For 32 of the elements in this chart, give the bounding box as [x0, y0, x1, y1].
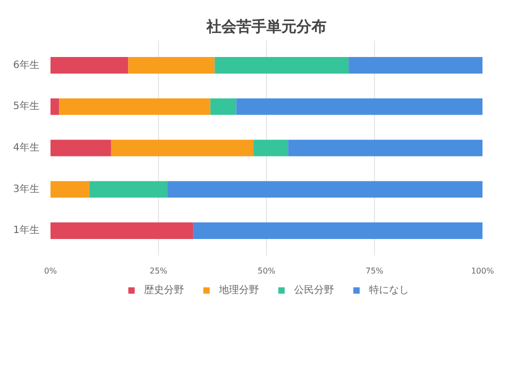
- bar: [288, 140, 482, 156]
- x-tick-label: 100%: [471, 266, 494, 276]
- x-tick-label: 75%: [366, 266, 384, 276]
- bar: [59, 98, 210, 115]
- y-tick-label: 1年生: [13, 224, 40, 236]
- bar: [214, 57, 349, 74]
- bar: [128, 57, 215, 74]
- bar: [50, 222, 194, 239]
- bar: [348, 57, 482, 74]
- chart-title: 社会苦手単元分布: [206, 18, 326, 36]
- bar: [50, 57, 128, 74]
- y-tick-label: 6年生: [13, 58, 40, 71]
- y-tick-label: 4年生: [13, 142, 40, 154]
- legend-label: 地理分野: [219, 284, 259, 297]
- legend-label: 公民分野: [294, 284, 334, 297]
- x-tick-label: 0%: [44, 266, 58, 276]
- bar: [50, 140, 111, 156]
- bar: [210, 98, 236, 115]
- x-tick-label: 25%: [150, 266, 168, 276]
- bar: [89, 181, 168, 198]
- bar: [50, 98, 60, 115]
- bar: [167, 181, 482, 198]
- bar: [110, 140, 254, 156]
- bar: [236, 98, 482, 115]
- y-tick-label: 3年生: [13, 182, 40, 195]
- bar: [193, 222, 482, 239]
- bar: [254, 140, 288, 156]
- x-tick-label: 50%: [258, 266, 276, 276]
- legend-label: 特になし: [369, 284, 409, 297]
- legend-label: 歴史分野: [144, 284, 184, 297]
- bar: [50, 181, 90, 198]
- y-tick-label: 5年生: [13, 100, 40, 112]
